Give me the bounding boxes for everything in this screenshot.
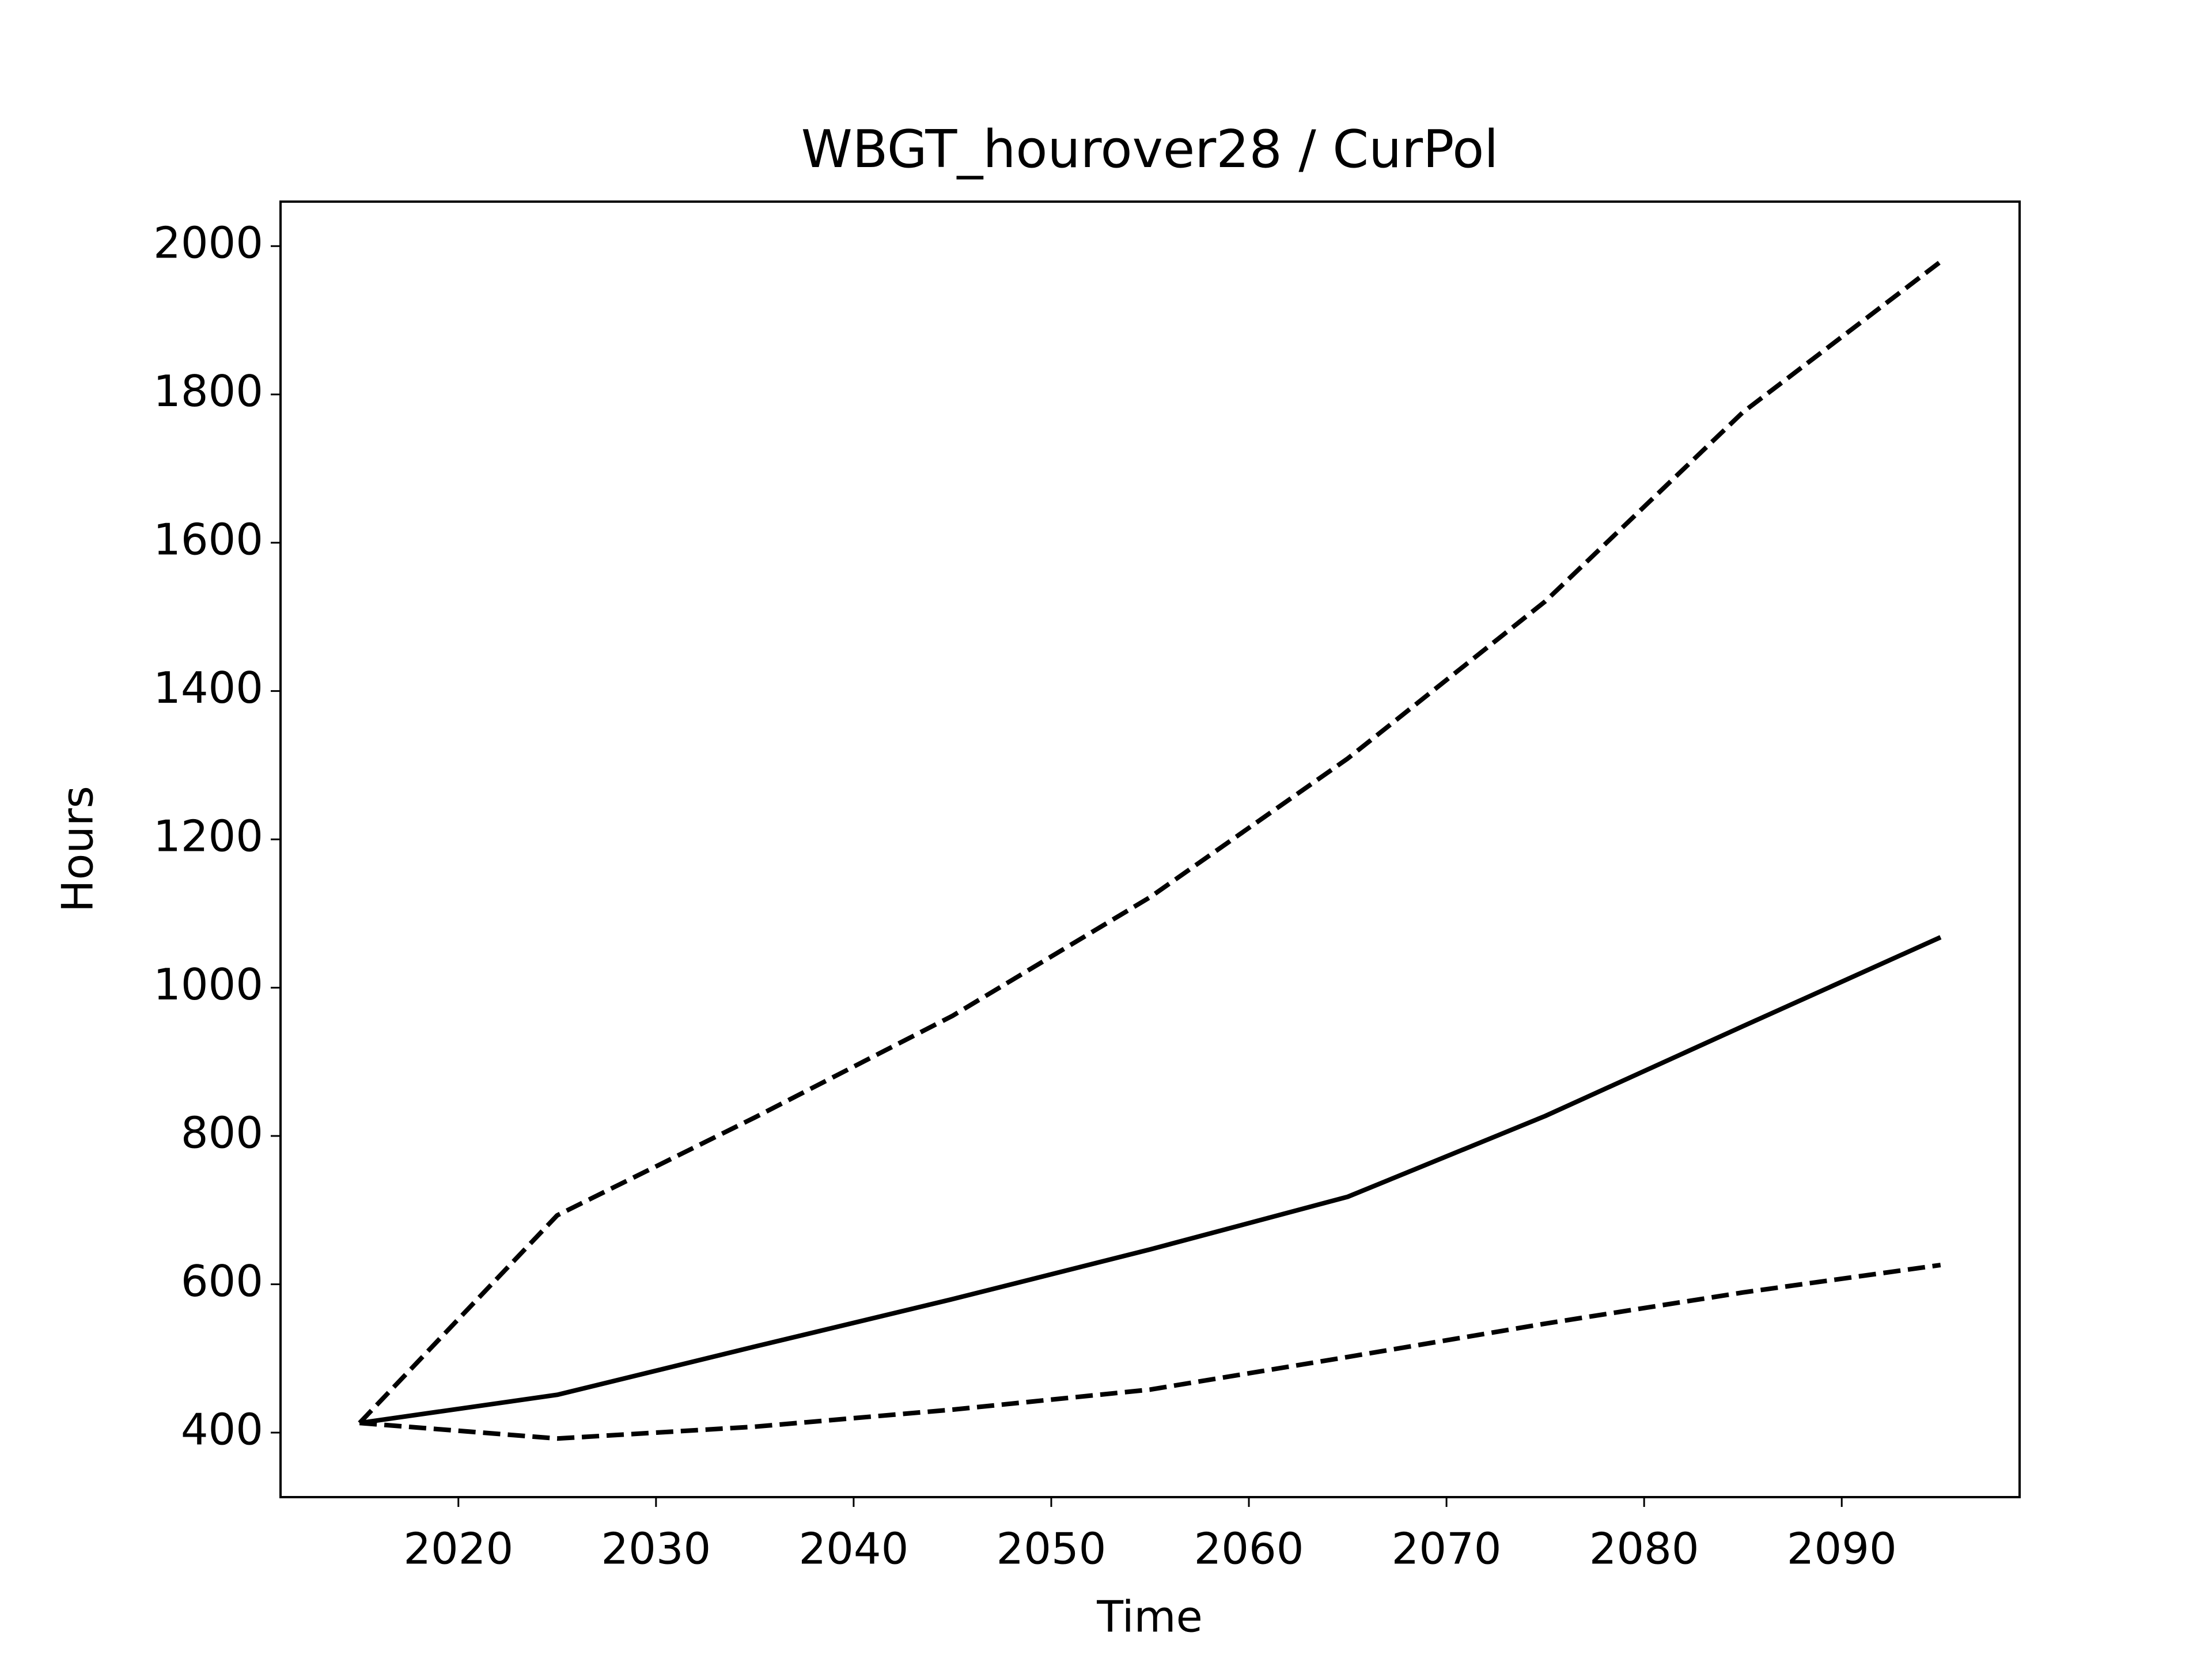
y-tick-label: 600 bbox=[181, 1256, 263, 1306]
y-axis-label: Hours bbox=[52, 786, 103, 912]
chart-title: WBGT_hourover28 / CurPol bbox=[801, 119, 1499, 180]
y-tick-label: 1400 bbox=[153, 662, 263, 713]
y-tick-label: 800 bbox=[181, 1108, 263, 1158]
series-line bbox=[359, 935, 1942, 1426]
x-tick-label: 2030 bbox=[601, 1524, 711, 1574]
y-tick-label: 400 bbox=[181, 1404, 263, 1455]
x-tick-label: 2020 bbox=[403, 1524, 513, 1574]
x-tick-label: 2040 bbox=[798, 1524, 908, 1574]
y-tick-label: 1800 bbox=[153, 366, 263, 416]
x-tick-label: 2070 bbox=[1392, 1524, 1502, 1574]
y-tick-label: 1000 bbox=[153, 959, 263, 1010]
plot-frame bbox=[279, 200, 2021, 1498]
series-line bbox=[359, 1263, 1941, 1441]
x-tick-label: 2060 bbox=[1194, 1524, 1304, 1574]
x-tick-label: 2080 bbox=[1589, 1524, 1699, 1574]
series-line bbox=[358, 260, 1942, 1425]
y-tick-label: 1200 bbox=[153, 811, 263, 862]
y-tick-label: 1600 bbox=[153, 514, 263, 565]
x-axis-label: Time bbox=[1096, 1592, 1203, 1642]
x-tick-label: 2050 bbox=[997, 1524, 1107, 1574]
y-tick-label: 2000 bbox=[153, 218, 263, 268]
x-tick-label: 2090 bbox=[1787, 1524, 1897, 1574]
